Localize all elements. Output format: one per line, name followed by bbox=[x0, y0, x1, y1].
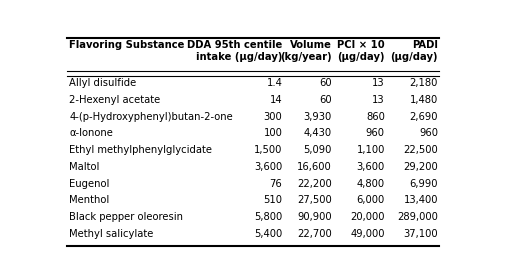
Text: 76: 76 bbox=[270, 179, 282, 188]
Text: 960: 960 bbox=[419, 128, 438, 138]
Text: 2,690: 2,690 bbox=[409, 112, 438, 122]
Text: Black pepper oleoresin: Black pepper oleoresin bbox=[70, 212, 183, 222]
Text: Methyl salicylate: Methyl salicylate bbox=[70, 229, 154, 239]
Text: α-Ionone: α-Ionone bbox=[70, 128, 113, 138]
Text: 289,000: 289,000 bbox=[397, 212, 438, 222]
Text: 1.4: 1.4 bbox=[267, 78, 282, 88]
Text: Flavoring Substance: Flavoring Substance bbox=[70, 40, 185, 50]
Text: 300: 300 bbox=[264, 112, 282, 122]
Text: PCI × 10
(μg/day): PCI × 10 (μg/day) bbox=[337, 40, 385, 61]
Text: 860: 860 bbox=[366, 112, 385, 122]
Text: Eugenol: Eugenol bbox=[70, 179, 110, 188]
Text: 22,700: 22,700 bbox=[297, 229, 332, 239]
Text: 13,400: 13,400 bbox=[403, 195, 438, 205]
Text: Maltol: Maltol bbox=[70, 162, 100, 172]
Text: 3,600: 3,600 bbox=[357, 162, 385, 172]
Text: 14: 14 bbox=[270, 95, 282, 105]
Text: DDA 95th centile
intake (μg/day): DDA 95th centile intake (μg/day) bbox=[187, 40, 282, 61]
Text: PADI
(μg/day): PADI (μg/day) bbox=[391, 40, 438, 61]
Text: 90,900: 90,900 bbox=[297, 212, 332, 222]
Text: 27,500: 27,500 bbox=[297, 195, 332, 205]
Text: 1,100: 1,100 bbox=[357, 145, 385, 155]
Text: Ethyl methylphenylglycidate: Ethyl methylphenylglycidate bbox=[70, 145, 212, 155]
Text: Volume
(kg/year): Volume (kg/year) bbox=[280, 40, 332, 61]
Text: 3,930: 3,930 bbox=[303, 112, 332, 122]
Text: 16,600: 16,600 bbox=[297, 162, 332, 172]
Text: 49,000: 49,000 bbox=[350, 229, 385, 239]
Text: 20,000: 20,000 bbox=[350, 212, 385, 222]
Text: 960: 960 bbox=[366, 128, 385, 138]
Text: Allyl disulfide: Allyl disulfide bbox=[70, 78, 137, 88]
Text: 22,200: 22,200 bbox=[297, 179, 332, 188]
Text: 29,200: 29,200 bbox=[403, 162, 438, 172]
Text: 5,090: 5,090 bbox=[303, 145, 332, 155]
Text: 1,500: 1,500 bbox=[254, 145, 282, 155]
Text: 4-(p-Hydroxyphenyl)butan-2-one: 4-(p-Hydroxyphenyl)butan-2-one bbox=[70, 112, 233, 122]
Text: 6,000: 6,000 bbox=[357, 195, 385, 205]
Text: 22,500: 22,500 bbox=[403, 145, 438, 155]
Text: 6,990: 6,990 bbox=[409, 179, 438, 188]
Text: 1,480: 1,480 bbox=[409, 95, 438, 105]
Text: Menthol: Menthol bbox=[70, 195, 110, 205]
Text: 5,800: 5,800 bbox=[254, 212, 282, 222]
Text: 60: 60 bbox=[319, 78, 332, 88]
Text: 100: 100 bbox=[264, 128, 282, 138]
Text: 3,600: 3,600 bbox=[254, 162, 282, 172]
Text: 2-Hexenyl acetate: 2-Hexenyl acetate bbox=[70, 95, 161, 105]
Text: 4,430: 4,430 bbox=[303, 128, 332, 138]
Text: 4,800: 4,800 bbox=[357, 179, 385, 188]
Text: 37,100: 37,100 bbox=[403, 229, 438, 239]
Text: 2,180: 2,180 bbox=[409, 78, 438, 88]
Text: 510: 510 bbox=[263, 195, 282, 205]
Text: 5,400: 5,400 bbox=[254, 229, 282, 239]
Text: 13: 13 bbox=[372, 78, 385, 88]
Text: 13: 13 bbox=[372, 95, 385, 105]
Text: 60: 60 bbox=[319, 95, 332, 105]
